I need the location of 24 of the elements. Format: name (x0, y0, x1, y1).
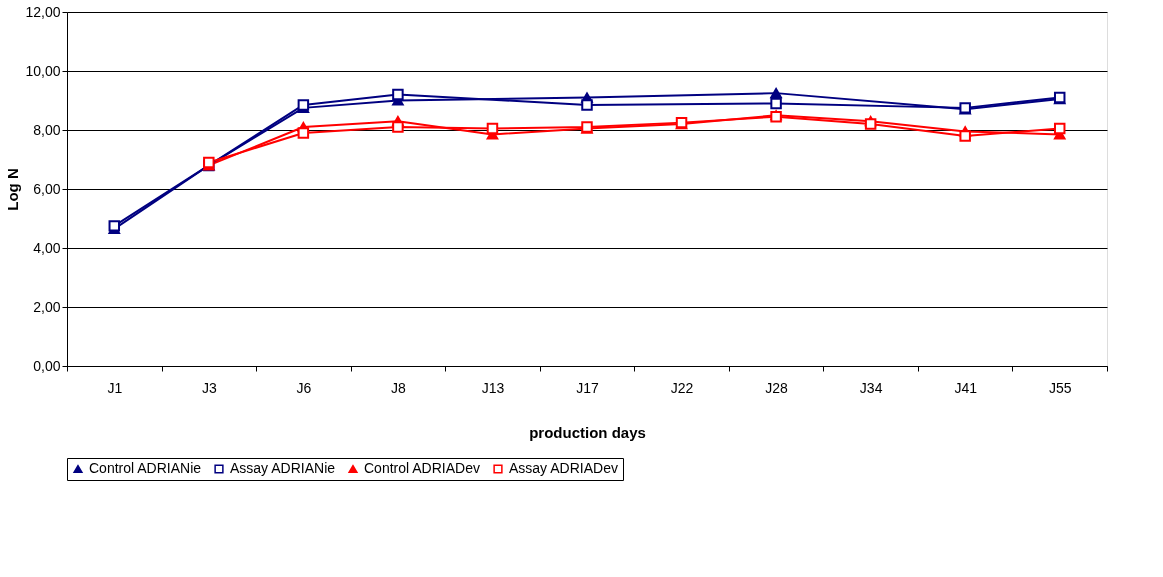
x-tick-label: J34 (859, 379, 883, 396)
y-axis-title: Log N (4, 168, 22, 211)
y-tick-label: 4,00 (33, 239, 61, 256)
x-tick-label: J3 (201, 379, 217, 396)
legend-label: Assay ADRIADev (509, 460, 618, 476)
y-tick-label: 6,00 (33, 180, 61, 197)
legend-label: Control ADRIADev (364, 460, 480, 476)
x-tick-label: J1 (107, 379, 123, 396)
x-tick-label: J13 (481, 379, 505, 396)
x-tick-label: J55 (1048, 379, 1072, 396)
x-tick-label: J41 (954, 379, 978, 396)
x-tick-label: J8 (391, 379, 407, 396)
legend-label: Control ADRIANie (89, 460, 202, 476)
x-axis-title: production days (529, 423, 646, 441)
x-tick-label: J6 (296, 379, 312, 396)
y-tick-label: 8,00 (33, 121, 61, 138)
y-tick-label: 12,00 (25, 3, 61, 20)
x-tick-label: J22 (670, 379, 694, 396)
legend-label: Assay ADRIANie (230, 460, 336, 476)
x-tick-label: J28 (765, 379, 789, 396)
y-tick-label: 10,00 (25, 62, 61, 79)
x-tick-label: J17 (576, 379, 599, 396)
y-tick-label: 2,00 (33, 298, 61, 315)
y-tick-label: 0,00 (33, 357, 61, 374)
